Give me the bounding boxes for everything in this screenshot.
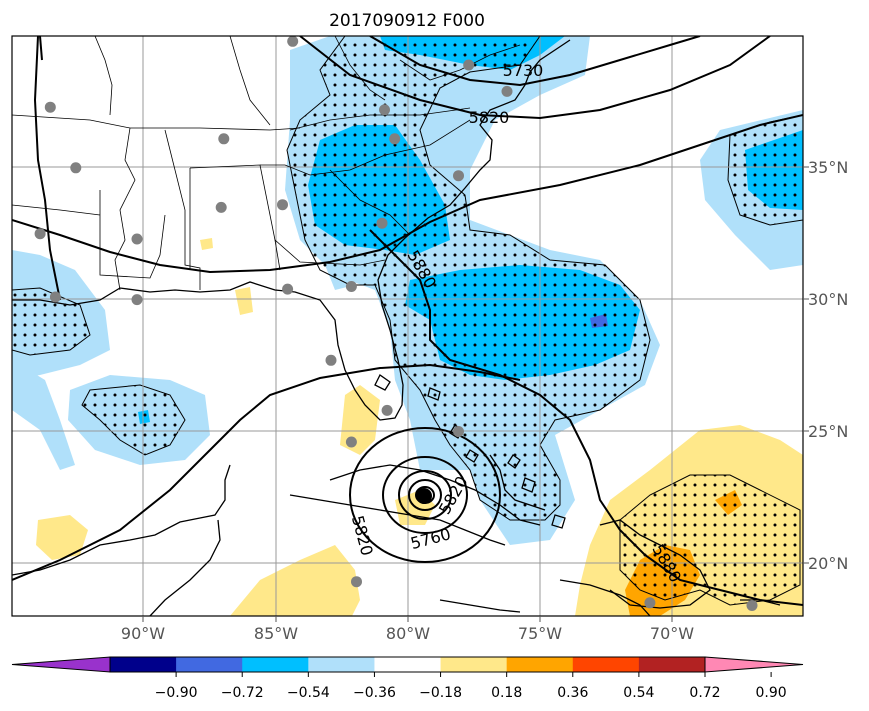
colorbar-segment (506, 657, 574, 672)
station-point (325, 354, 337, 366)
station-point (453, 426, 464, 437)
colorbar-segment (308, 657, 375, 672)
station-point (345, 281, 357, 292)
x-tick-label: 85°W (254, 624, 298, 643)
x-tick-label: 75°W (518, 624, 562, 643)
station-point (463, 59, 475, 71)
station-point (345, 436, 357, 448)
station-point (131, 233, 143, 245)
colorbar-tick-label: 0.90 (756, 685, 787, 701)
y-tick-label: 35°N (808, 158, 848, 177)
colorbar-tick-label: 0.18 (491, 685, 522, 701)
x-tick-label: 70°W (650, 624, 694, 643)
chart-title: 2017090912 F000 (329, 11, 485, 31)
station-markers (34, 36, 758, 611)
station-point (746, 600, 758, 611)
colorbar-tick-label: −0.18 (419, 685, 462, 701)
station-point (376, 217, 388, 229)
stippling (12, 36, 803, 606)
station-point (453, 170, 464, 182)
map-area: 5730 5820 5880 5820 5760 5820 5880 (12, 36, 803, 616)
grid-lines (12, 36, 803, 616)
colorbar-segment (176, 657, 243, 672)
station-point (282, 283, 294, 295)
station-point (277, 199, 288, 211)
colorbar-tick-label: −0.72 (221, 685, 264, 701)
colorbar-tick-label: 0.72 (689, 685, 720, 701)
colorbar-segment (572, 657, 640, 672)
hurricane-center (416, 488, 432, 504)
station-point (44, 101, 56, 113)
y-tick-label: 25°N (808, 422, 848, 441)
colorbar-segment (110, 657, 177, 672)
coastlines (12, 39, 781, 616)
colorbar: −0.90 −0.72 −0.54 −0.36 −0.18 0.18 0.36 0.54 0.7… (11, 656, 804, 701)
y-tick-label: 30°N (808, 290, 848, 309)
colorbar-segment (638, 657, 706, 672)
station-point (218, 133, 230, 145)
colorbar-tick-label: −0.90 (155, 685, 198, 701)
colorbar-segment (440, 657, 508, 672)
colorbar-tick-label: −0.36 (353, 685, 396, 701)
y-axis: 35°N 30°N 25°N 20°N (803, 158, 848, 573)
colorbar-tick-label: −0.54 (287, 685, 330, 701)
station-point (34, 228, 46, 240)
colorbar-tick-label: 0.54 (623, 685, 654, 701)
colorbar-extend-high (704, 656, 804, 673)
geopotential-contours (12, 36, 803, 606)
station-point (381, 404, 393, 416)
station-point (379, 104, 390, 116)
station-point (215, 201, 227, 213)
y-tick-label: 20°N (808, 554, 848, 573)
station-point (287, 36, 299, 47)
station-point (70, 162, 82, 174)
x-tick-label: 80°W (386, 624, 430, 643)
x-axis: 90°W 85°W 80°W 75°W 70°W (121, 616, 694, 643)
station-point (351, 576, 362, 588)
contour-label-5820-north: 5820 (469, 108, 510, 127)
station-point (501, 85, 513, 97)
state-borders (12, 36, 521, 291)
contour-label-5730: 5730 (503, 61, 544, 80)
colorbar-segment (374, 657, 441, 672)
hurricane-contours (349, 427, 501, 563)
station-point (389, 133, 401, 145)
colorbar-extend-low (11, 656, 111, 673)
x-tick-label: 90°W (121, 624, 165, 643)
colorbar-frame (109, 656, 706, 673)
colorbar-segment (242, 657, 309, 672)
station-point (49, 291, 61, 303)
colorbar-tick-label: 0.36 (557, 685, 588, 701)
station-point (131, 294, 143, 306)
station-point (644, 597, 656, 609)
